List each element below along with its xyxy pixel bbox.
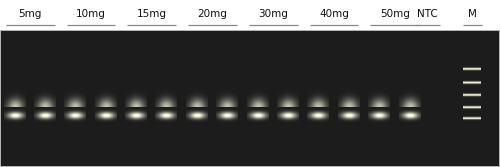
Text: 50mg: 50mg — [380, 9, 410, 19]
Text: 10mg: 10mg — [76, 9, 106, 19]
Text: M: M — [468, 9, 477, 19]
Text: 15mg: 15mg — [136, 9, 166, 19]
Text: 20mg: 20mg — [198, 9, 228, 19]
Text: 30mg: 30mg — [258, 9, 288, 19]
Text: 5mg: 5mg — [18, 9, 42, 19]
Text: 40mg: 40mg — [319, 9, 349, 19]
Text: NTC: NTC — [417, 9, 438, 19]
